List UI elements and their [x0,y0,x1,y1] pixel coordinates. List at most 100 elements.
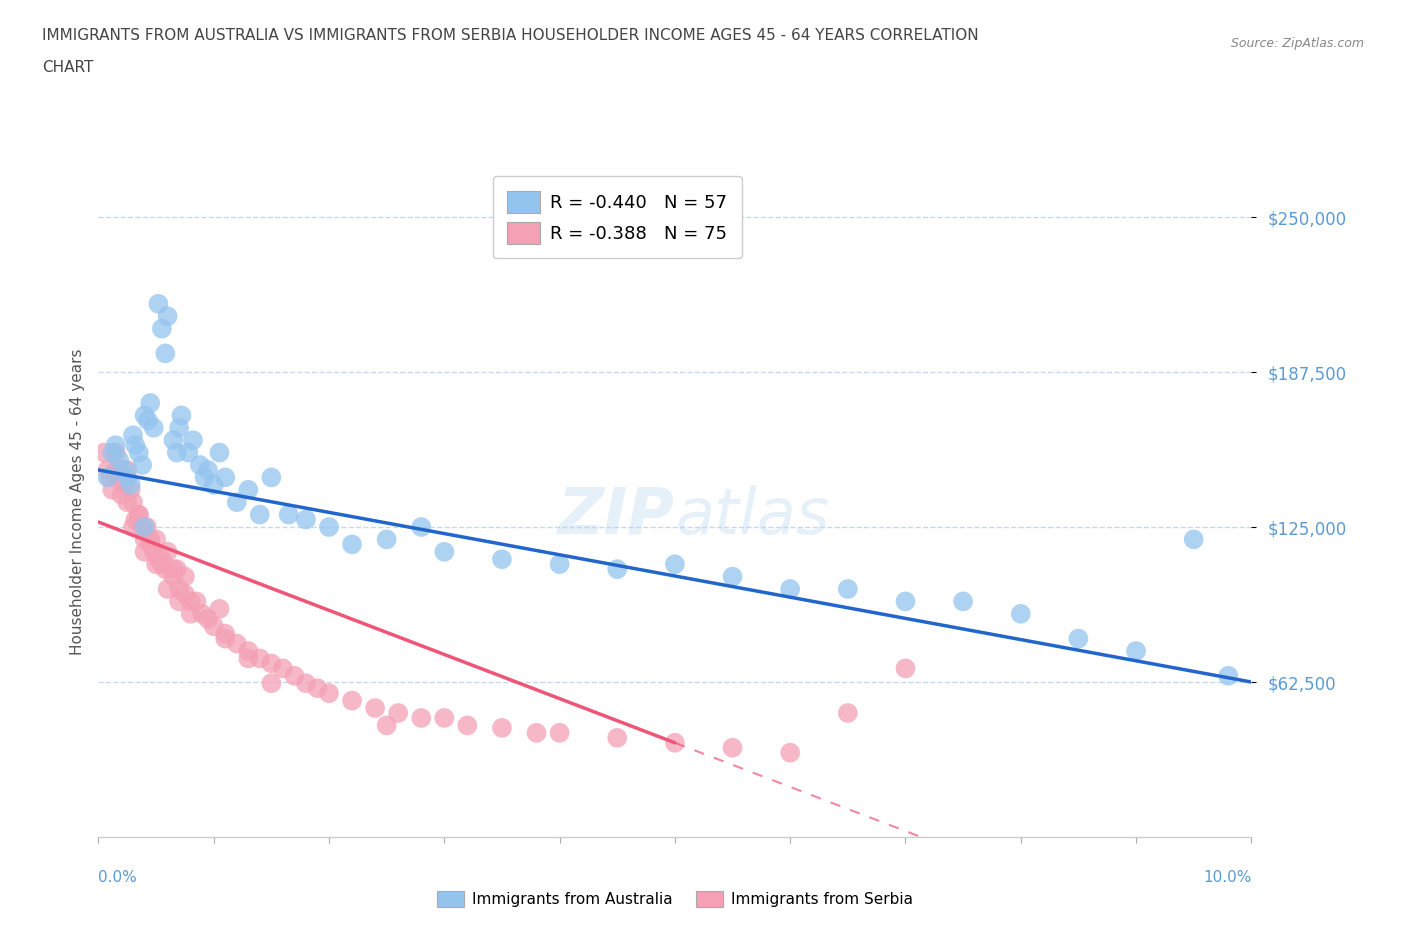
Text: Source: ZipAtlas.com: Source: ZipAtlas.com [1230,37,1364,50]
Point [124,438,146,453]
Point [104,438,127,453]
Point [148,297,170,312]
Point [139,532,162,547]
Text: atlas: atlas [675,485,830,547]
Point [174,569,197,584]
Point [117,470,138,485]
Point [456,718,478,733]
Point [167,594,190,609]
Point [128,445,150,460]
Point [128,507,150,522]
Point [101,483,124,498]
Point [295,512,318,527]
Point [214,626,236,641]
Point [548,725,571,740]
Y-axis label: Householder Income Ages 45 - 64 years: Householder Income Ages 45 - 64 years [69,349,84,656]
Point [166,562,188,577]
Point [664,557,686,572]
Point [225,495,247,510]
Point [156,581,179,596]
Point [952,594,974,609]
Point [208,602,231,617]
Point [193,470,215,485]
Legend: Immigrants from Australia, Immigrants from Serbia: Immigrants from Australia, Immigrants fr… [430,884,920,913]
Point [197,462,219,477]
Point [120,477,142,492]
Point [139,395,162,410]
Point [271,661,294,676]
Point [491,721,513,736]
Point [295,676,318,691]
Point [97,470,120,485]
Point [318,520,340,535]
Point [318,685,340,700]
Point [202,477,225,492]
Point [166,445,188,460]
Text: IMMIGRANTS FROM AUSTRALIA VS IMMIGRANTS FROM SERBIA HOUSEHOLDER INCOME AGES 45 -: IMMIGRANTS FROM AUSTRALIA VS IMMIGRANTS … [42,28,979,43]
Point [283,669,305,684]
Point [433,544,456,559]
Point [135,520,157,535]
Point [260,470,283,485]
Legend: R = -0.440   N = 57, R = -0.388   N = 75: R = -0.440 N = 57, R = -0.388 N = 75 [492,177,742,259]
Point [148,551,170,566]
Point [131,520,153,535]
Point [104,445,127,460]
Point [375,718,398,733]
Point [249,507,271,522]
Text: 10.0%: 10.0% [1204,870,1251,884]
Text: CHART: CHART [42,60,94,75]
Point [1125,644,1147,658]
Point [134,532,156,547]
Point [145,557,167,572]
Point [837,706,859,721]
Point [108,453,131,468]
Point [260,656,283,671]
Point [136,413,159,428]
Point [180,594,202,609]
Point [214,631,236,646]
Point [188,458,211,472]
Point [150,551,173,566]
Point [1218,669,1240,684]
Point [191,606,214,621]
Point [101,445,124,460]
Point [134,520,156,535]
Point [122,520,145,535]
Point [139,537,162,551]
Point [155,346,177,361]
Point [433,711,456,725]
Point [411,711,433,725]
Point [779,745,801,760]
Point [112,477,135,492]
Point [120,483,142,498]
Point [894,594,917,609]
Point [491,551,513,566]
Point [162,569,184,584]
Point [606,730,628,745]
Point [837,581,859,596]
Point [721,569,744,584]
Point [664,736,686,751]
Point [177,445,200,460]
Point [387,706,409,721]
Point [411,520,433,535]
Point [225,636,247,651]
Point [110,487,132,502]
Point [340,693,363,708]
Point [98,470,121,485]
Point [162,562,184,577]
Point [156,309,179,324]
Point [277,507,299,522]
Point [112,462,135,477]
Point [150,321,173,336]
Point [131,458,153,472]
Point [122,495,145,510]
Point [1182,532,1205,547]
Point [142,420,165,435]
Point [186,594,208,609]
Point [1010,606,1032,621]
Point [162,432,184,447]
Point [307,681,329,696]
Point [779,581,801,596]
